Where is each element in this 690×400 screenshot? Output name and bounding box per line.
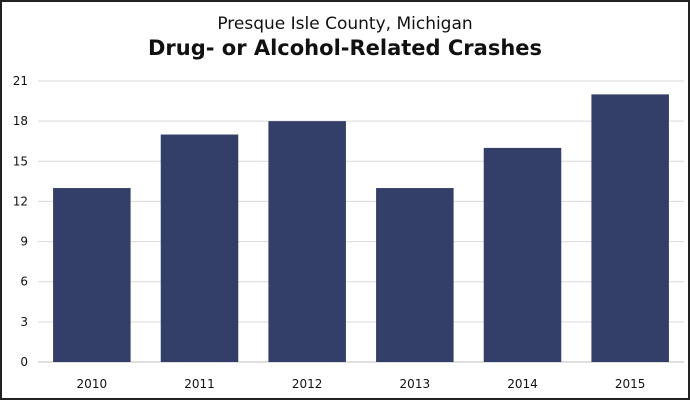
bar-2014 [483,147,562,362]
bar-2011 [160,134,239,362]
y-tick-label: 12 [13,194,28,208]
y-tick-label: 15 [13,154,28,168]
chart-subtitle: Presque Isle County, Michigan [217,14,473,34]
y-tick-label: 6 [20,275,28,289]
y-tick-label: 18 [13,114,28,128]
x-tick-label: 2010 [77,377,108,391]
chart-title: Drug- or Alcohol-Related Crashes [147,36,543,60]
bar-2013 [376,188,454,362]
y-tick-label: 0 [20,355,28,369]
bar-2010 [53,188,131,362]
y-tick-label: 21 [13,74,28,88]
bar-2012 [268,121,346,363]
x-tick-label: 2013 [400,377,431,391]
x-tick-label: 2015 [615,377,646,391]
x-tick-label: 2014 [507,377,538,391]
x-tick-label: 2012 [292,377,323,391]
bar-2015 [591,94,669,362]
x-tick-label: 2011 [184,377,215,391]
y-tick-label: 3 [20,315,28,329]
y-tick-label: 9 [20,235,28,249]
